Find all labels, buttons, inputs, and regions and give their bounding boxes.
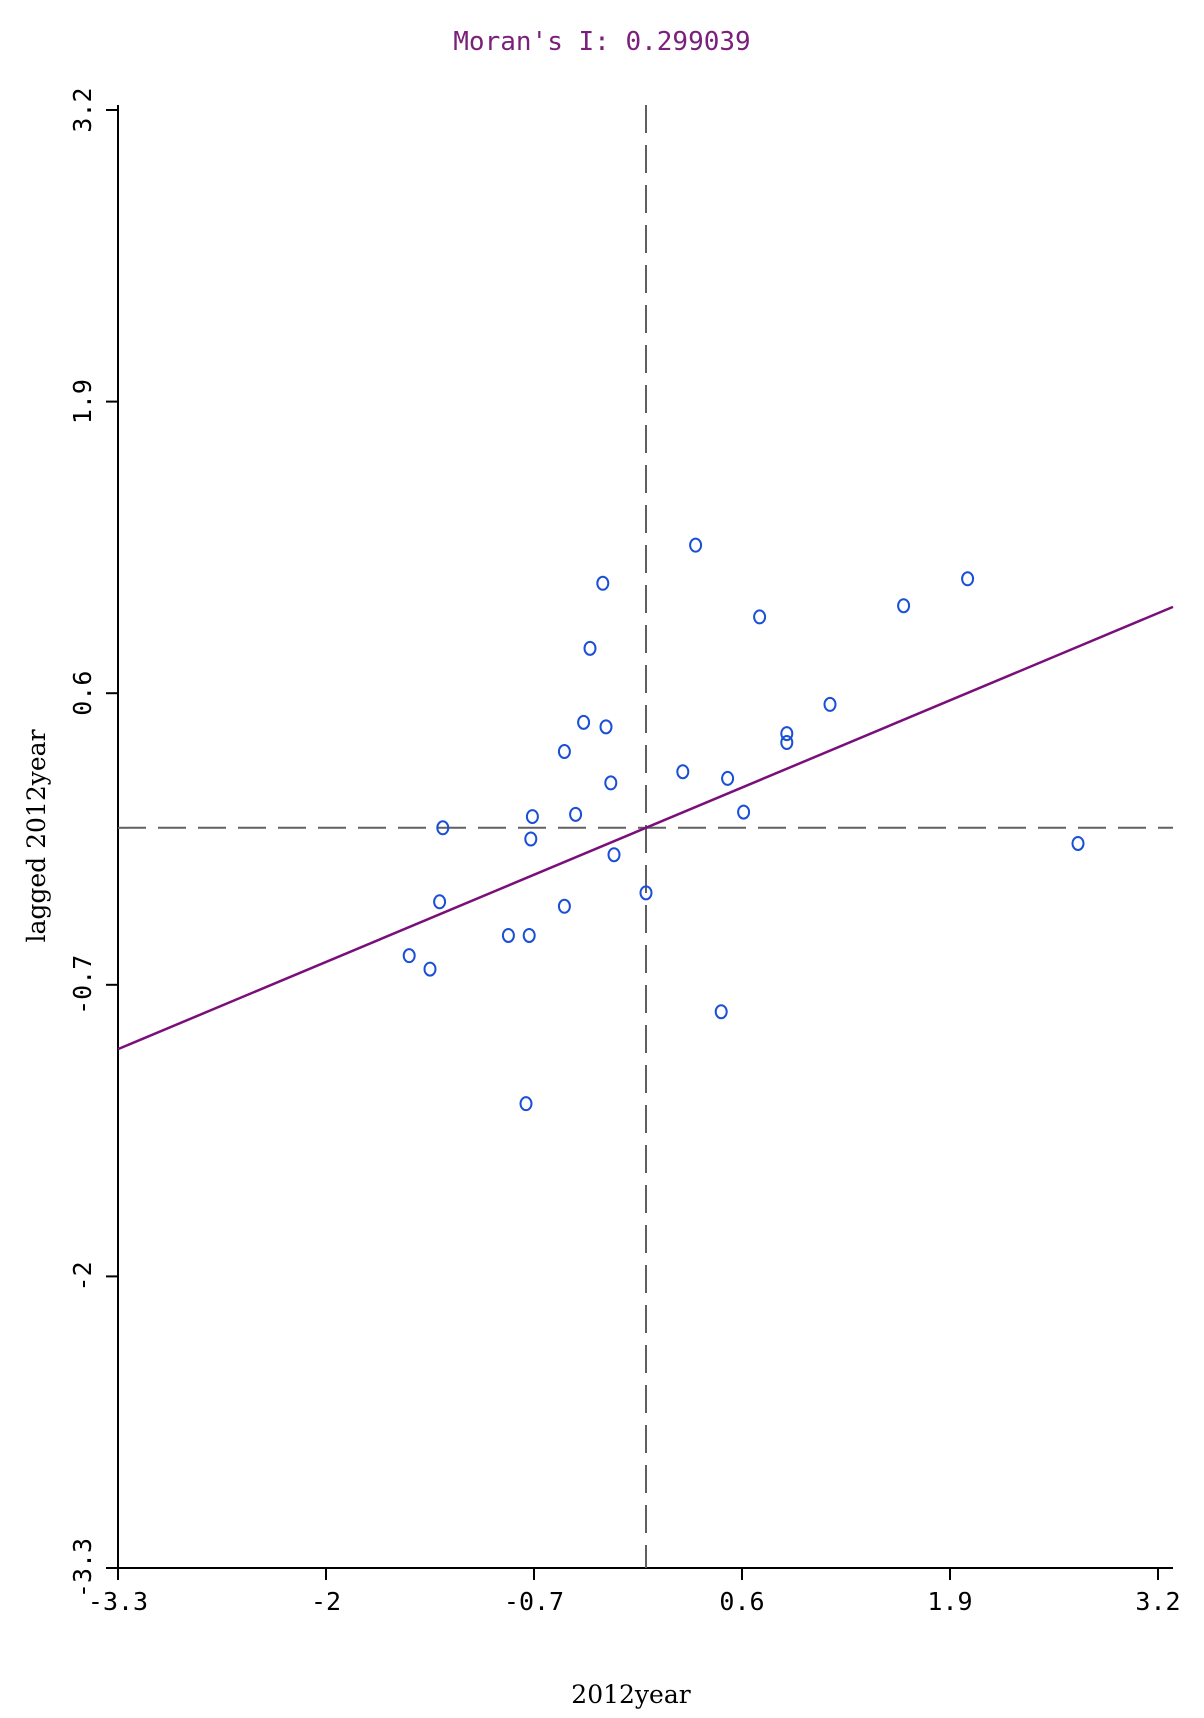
data-point [1071, 835, 1085, 851]
data-point [780, 735, 794, 751]
data-point [569, 806, 583, 822]
data-point [519, 1096, 533, 1112]
data-point [423, 961, 437, 977]
data-point [557, 898, 571, 914]
data-point [436, 820, 450, 836]
data-point [714, 1004, 728, 1020]
data-point [522, 927, 536, 943]
data-point [501, 927, 515, 943]
data-point [557, 744, 571, 760]
data-point [639, 885, 653, 901]
x-axis-label: 2012year [571, 1680, 690, 1709]
data-point [897, 598, 911, 614]
data-point [607, 847, 621, 863]
regression-line [117, 605, 1174, 1051]
data-point [823, 696, 837, 712]
x-tick-label: 1.9 [927, 1587, 972, 1616]
data-point [961, 571, 975, 587]
data-point [524, 831, 538, 847]
data-point [433, 894, 447, 910]
y-axis-label: lagged 2012year [22, 729, 51, 942]
y-tick-label: 1.9 [68, 379, 97, 424]
data-point [676, 764, 690, 780]
data-point [402, 948, 416, 964]
y-tick-label: -2 [68, 1261, 97, 1291]
data-point [721, 770, 735, 786]
data-point [737, 804, 751, 820]
data-point [599, 719, 613, 735]
x-tick-label: -2 [311, 1587, 341, 1616]
data-point [583, 640, 597, 656]
chart-title: Moran's I: 0.299039 [453, 27, 750, 57]
y-tick-label: -0.7 [68, 955, 97, 1015]
x-tick-label: -0.7 [504, 1587, 564, 1616]
data-point [753, 609, 767, 625]
x-tick-label: -3.3 [88, 1587, 148, 1616]
x-tick-label: 3.2 [1135, 1587, 1180, 1616]
data-point [596, 575, 610, 591]
y-tick-label: 0.6 [68, 671, 97, 716]
data-point [689, 537, 703, 553]
data-point [577, 714, 591, 730]
data-point [780, 726, 794, 742]
y-tick-label: -3.3 [68, 1538, 97, 1598]
data-point [604, 775, 618, 791]
y-tick-label: 3.2 [68, 87, 97, 132]
data-point [525, 809, 539, 825]
x-tick-label: 0.6 [719, 1587, 764, 1616]
